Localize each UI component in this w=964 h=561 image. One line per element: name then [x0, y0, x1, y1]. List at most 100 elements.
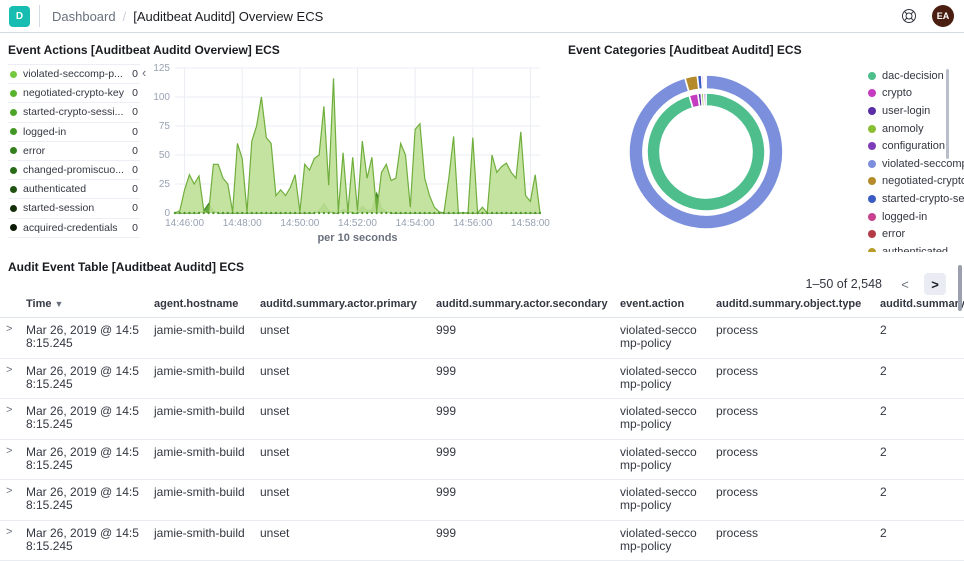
- legend-item-label: violated-seccomp...: [882, 157, 964, 170]
- svg-text:14:58:00: 14:58:00: [511, 218, 550, 229]
- legend-color-dot: [10, 147, 17, 155]
- legend-item[interactable]: negotiated-crypto-key 0: [8, 84, 140, 104]
- cell-time: Mar 26, 2019 @ 14:58:15.245: [26, 404, 139, 431]
- legend-item[interactable]: configuration: [868, 137, 945, 155]
- svg-text:14:50:00: 14:50:00: [280, 218, 319, 229]
- row-expand-icon[interactable]: >: [6, 485, 13, 497]
- legend-item[interactable]: negotiated-crypto...: [868, 173, 964, 191]
- cell-secondary: 999: [436, 525, 457, 540]
- legend-color-dot: [868, 142, 876, 151]
- legend-item[interactable]: error: [868, 225, 944, 243]
- event-categories-donut-chart[interactable]: [560, 33, 860, 252]
- svg-text:100: 100: [153, 92, 170, 103]
- column-header-hostname: agent.hostname: [148, 298, 254, 317]
- cell-summary: 2: [880, 404, 887, 418]
- legend-item-label: started-crypto-se...: [882, 192, 964, 205]
- event-actions-area-chart[interactable]: 0 25 50 75 100 125 14:46:00 14:48:00 14:50:00 14:…: [150, 61, 556, 249]
- svg-text:0: 0: [164, 208, 170, 219]
- help-icon[interactable]: [900, 7, 918, 25]
- legend-item-label: crypto: [882, 87, 912, 100]
- row-expand-icon[interactable]: >: [6, 323, 13, 335]
- audit-event-table-panel: Audit Event Table [Auditbeat Auditd] ECS…: [0, 252, 964, 561]
- column-header-time-sortable[interactable]: Time ▼: [20, 298, 148, 317]
- legend-item[interactable]: user-login: [868, 102, 944, 120]
- column-header-secondary: auditd.summary.actor.secondary: [430, 298, 614, 317]
- cell-hostname: jamie-smith-build: [154, 323, 245, 337]
- cell-action: violated-seccomp-policy: [620, 404, 697, 431]
- top-navigation-bar: D Dashboard / [Auditbeat Auditd] Overvie…: [0, 0, 964, 33]
- page-title: [Auditbeat Auditd] Overview ECS: [133, 8, 324, 24]
- cell-time: Mar 26, 2019 @ 14:58:15.245: [26, 525, 139, 553]
- cell-object_type: process: [716, 323, 759, 337]
- legend-color-dot: [868, 159, 876, 168]
- column-header-label: agent.hostname: [154, 298, 239, 310]
- legend-color-dot: [10, 128, 17, 136]
- legend-item[interactable]: dac-decision: [868, 67, 944, 85]
- event-categories-panel: Event Categories [Auditbeat Auditd] ECS …: [560, 33, 964, 258]
- column-header-expand: [0, 298, 20, 317]
- legend-color-dot: [10, 224, 17, 232]
- cell-object_type: process: [716, 363, 759, 378]
- svg-text:per 10 seconds: per 10 seconds: [317, 232, 397, 244]
- svg-text:14:54:00: 14:54:00: [396, 218, 435, 229]
- cell-secondary: 999: [436, 444, 457, 459]
- legend-item-label: dac-decision: [882, 69, 944, 82]
- user-avatar[interactable]: EA: [932, 5, 954, 27]
- table-row: > Mar 26, 2019 @ 14:58:15.245 jamie-smith-…: [0, 318, 964, 359]
- column-header-label: auditd.summary.actor.primary: [260, 298, 417, 310]
- legend-item-label: started-session: [23, 202, 95, 215]
- cell-hostname: jamie-smith-build: [154, 485, 245, 499]
- legend-item[interactable]: violated-seccomp-p... 0: [8, 65, 140, 85]
- cell-object_type: process: [716, 485, 759, 499]
- pagination-prev-button[interactable]: <: [901, 276, 909, 292]
- legend-item[interactable]: anomoly: [868, 120, 944, 138]
- cell-action: violated-seccomp-policy: [620, 444, 697, 472]
- row-expand-icon[interactable]: >: [6, 363, 13, 376]
- legend-item[interactable]: authenticated 0: [8, 180, 140, 200]
- column-header-label: auditd.summary.object.type: [716, 298, 862, 310]
- legend-item-value: 0: [132, 164, 138, 177]
- legend-color-dot: [10, 89, 17, 97]
- legend-item-label: error: [882, 228, 906, 241]
- table-row: > Mar 26, 2019 @ 14:58:15.245 jamie-smith-…: [0, 521, 964, 561]
- row-expand-icon[interactable]: >: [6, 404, 13, 416]
- cell-object_type: process: [716, 444, 759, 459]
- cell-object_type: process: [716, 404, 759, 418]
- dashboard-app-logo[interactable]: D: [9, 5, 30, 27]
- legend-item[interactable]: started-crypto-sessi... 0: [8, 103, 140, 123]
- pagination-next-button[interactable]: >: [924, 273, 946, 295]
- cell-hostname: jamie-smith-build: [154, 525, 245, 540]
- svg-text:14:48:00: 14:48:00: [223, 218, 262, 229]
- cell-summary: 2: [880, 323, 887, 337]
- legend-item[interactable]: crypto: [868, 85, 944, 103]
- legend-item-label: negotiated-crypto...: [882, 175, 964, 188]
- breadcrumb-dashboard-link[interactable]: Dashboard: [52, 8, 116, 24]
- table-vertical-scrollbar[interactable]: [958, 265, 962, 311]
- cell-action: violated-seccomp-policy: [620, 323, 697, 350]
- cell-time: Mar 26, 2019 @ 14:58:15.245: [26, 363, 139, 391]
- legend-item-label: changed-promiscuo...: [23, 164, 124, 177]
- legend-collapse-icon[interactable]: ‹: [142, 65, 147, 80]
- legend-item[interactable]: error 0: [8, 142, 140, 161]
- legend-item[interactable]: started-crypto-se...: [868, 190, 964, 208]
- svg-text:75: 75: [159, 121, 171, 132]
- row-expand-icon[interactable]: >: [6, 525, 13, 538]
- row-expand-icon[interactable]: >: [6, 444, 13, 457]
- cell-primary: unset: [260, 485, 290, 499]
- pagination-range: 1–50 of 2,548: [805, 277, 882, 291]
- cell-secondary: 999: [436, 485, 457, 499]
- legend-item[interactable]: started-session 0: [8, 199, 140, 219]
- cell-action: violated-seccomp-policy: [620, 363, 697, 391]
- sort-descending-icon: ▼: [54, 299, 64, 309]
- legend-scrollbar[interactable]: [946, 69, 949, 159]
- legend-item[interactable]: acquired-credentials 0: [8, 219, 140, 238]
- legend-item[interactable]: violated-seccomp...: [868, 155, 964, 173]
- legend-item[interactable]: changed-promiscuo... 0: [8, 161, 140, 181]
- legend-item-value: 0: [132, 221, 138, 234]
- event-actions-panel: Event Actions [Auditbeat Auditd Overview…: [0, 33, 560, 252]
- legend-item[interactable]: logged-in: [868, 208, 944, 226]
- column-header-summary: auditd.summary: [874, 298, 964, 317]
- legend-item[interactable]: logged-in 0: [8, 123, 140, 142]
- legend-item-value: 0: [132, 68, 138, 81]
- legend-color-dot: [10, 166, 17, 174]
